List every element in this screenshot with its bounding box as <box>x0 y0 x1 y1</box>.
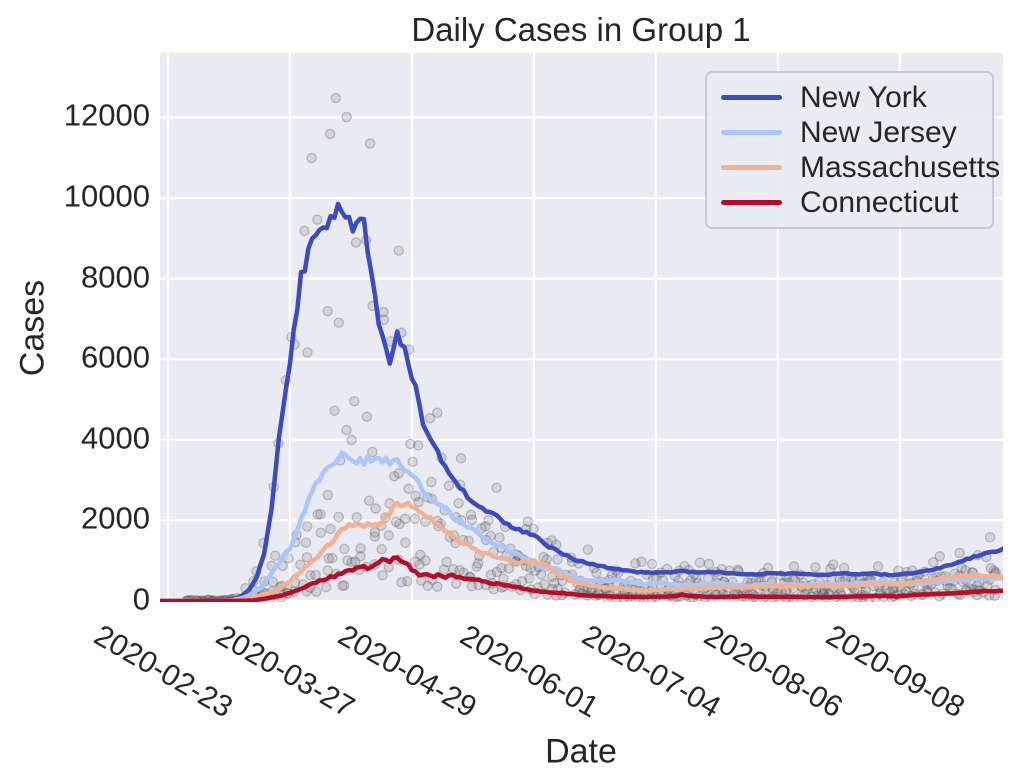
legend-line-swatch <box>721 200 782 205</box>
legend-item-label: New York <box>800 80 927 114</box>
legend-line-swatch <box>721 165 782 170</box>
legend-item: New York <box>707 81 992 115</box>
series-lines <box>160 201 1003 602</box>
y-tick-label: 0 <box>132 581 150 617</box>
line-connecticut <box>160 555 1003 602</box>
legend-item-label: Massachusetts <box>800 150 1001 184</box>
line-new-york <box>160 201 1003 602</box>
y-tick-label: 10000 <box>63 178 150 214</box>
y-tick-label: 4000 <box>81 420 150 456</box>
legend-item-label: Connecticut <box>800 185 959 219</box>
y-tick-label: 6000 <box>81 339 150 375</box>
chart-title: Daily Cases in Group 1 <box>411 11 751 48</box>
x-axis-label: Date <box>545 732 617 771</box>
legend-item: Massachusetts <box>707 151 1000 185</box>
legend: New York New Jersey Massachusetts Connectic… <box>705 71 1000 229</box>
legend-line-swatch <box>721 95 782 100</box>
legend-item: Connecticut <box>707 186 992 220</box>
legend-item: New Jersey <box>707 116 992 150</box>
y-tick-label: 2000 <box>81 500 150 536</box>
y-tick-label: 8000 <box>81 259 150 295</box>
line-massachusetts <box>160 500 1003 602</box>
y-tick-label: 12000 <box>63 98 150 134</box>
legend-item-label: New Jersey <box>800 115 957 149</box>
legend-line-swatch <box>721 130 782 135</box>
